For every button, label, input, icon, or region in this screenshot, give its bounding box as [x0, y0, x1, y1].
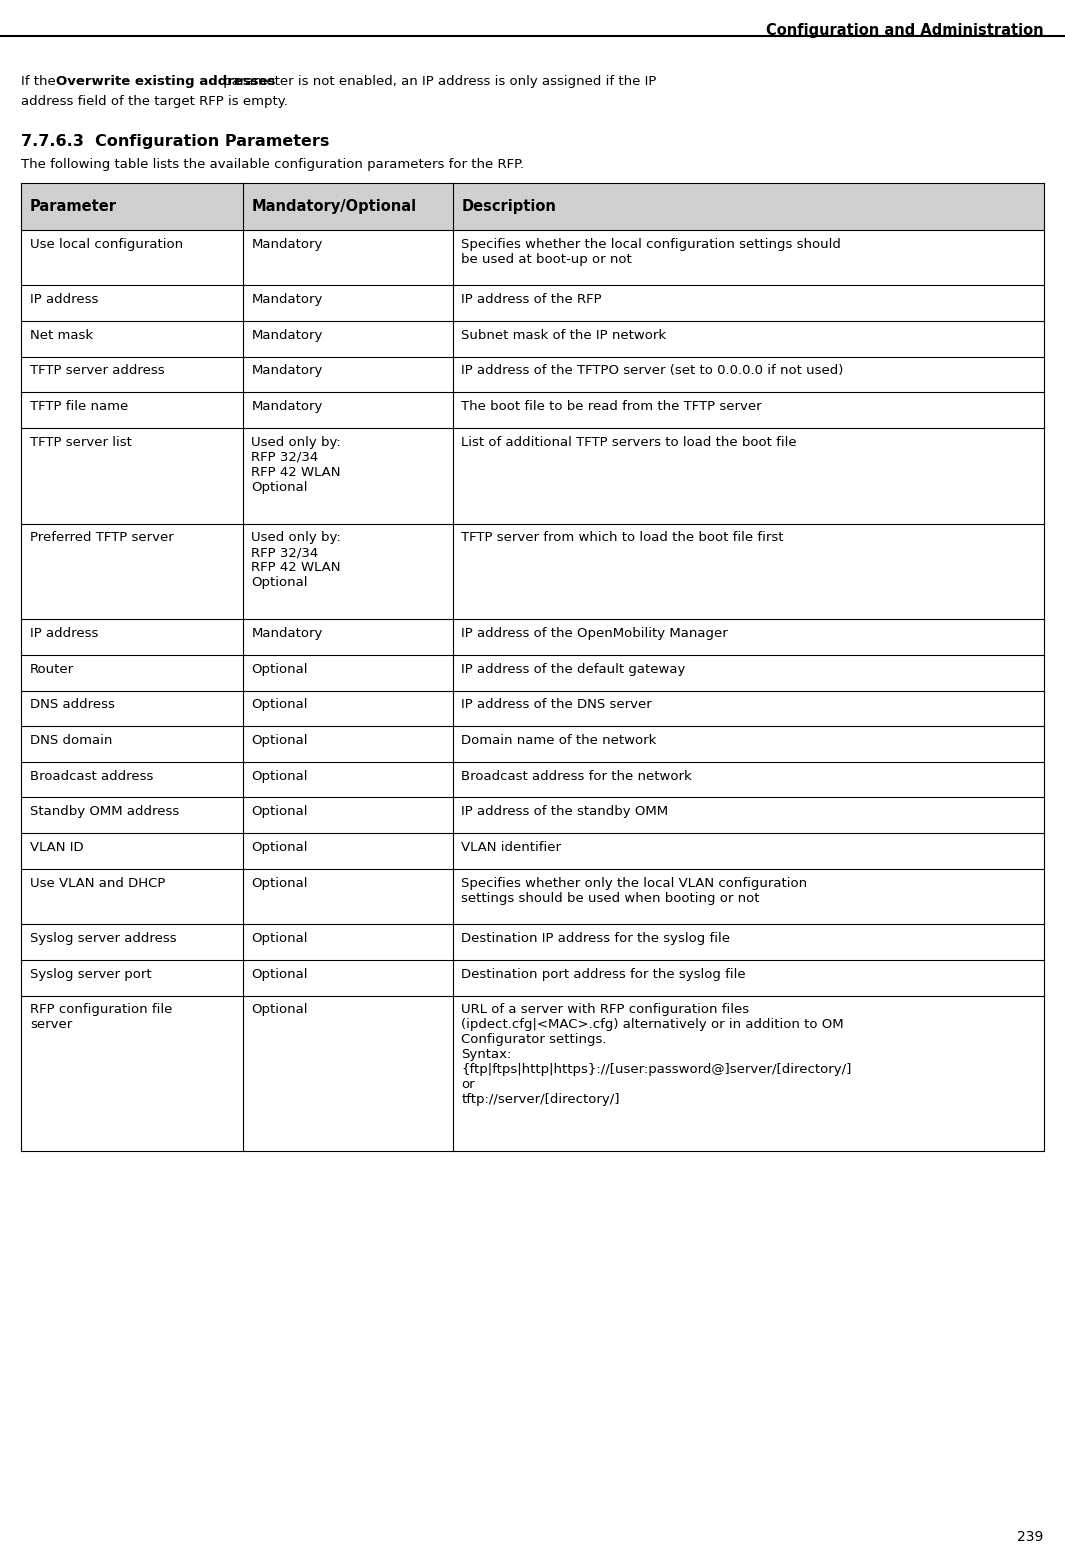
- Text: TFTP server address: TFTP server address: [30, 364, 164, 378]
- Text: List of additional TFTP servers to load the boot file: List of additional TFTP servers to load …: [461, 436, 797, 449]
- Text: Preferred TFTP server: Preferred TFTP server: [30, 531, 174, 544]
- Text: Mandatory: Mandatory: [251, 400, 323, 413]
- Text: IP address: IP address: [30, 294, 98, 306]
- Text: TFTP server list: TFTP server list: [30, 436, 132, 449]
- Bar: [21, 727, 1044, 761]
- Text: Router: Router: [30, 663, 73, 675]
- Bar: [21, 960, 1044, 996]
- Bar: [21, 655, 1044, 691]
- Text: Description: Description: [461, 199, 556, 214]
- Text: Syslog server port: Syslog server port: [30, 967, 151, 982]
- Text: Optional: Optional: [251, 1003, 308, 1016]
- Text: Optional: Optional: [251, 805, 308, 819]
- Text: VLAN identifier: VLAN identifier: [461, 841, 561, 853]
- Text: RFP configuration file
server: RFP configuration file server: [30, 1003, 173, 1032]
- Bar: [21, 183, 1044, 230]
- Text: DNS domain: DNS domain: [30, 735, 112, 747]
- Text: VLAN ID: VLAN ID: [30, 841, 83, 853]
- Text: IP address of the TFTPO server (set to 0.0.0.0 if not used): IP address of the TFTPO server (set to 0…: [461, 364, 843, 378]
- Bar: [21, 691, 1044, 727]
- Bar: [21, 356, 1044, 392]
- Text: Mandatory: Mandatory: [251, 294, 323, 306]
- Bar: [21, 428, 1044, 524]
- Text: Broadcast address for the network: Broadcast address for the network: [461, 769, 692, 783]
- Text: Configuration and Administration: Configuration and Administration: [766, 23, 1044, 39]
- Bar: [21, 833, 1044, 869]
- Text: Standby OMM address: Standby OMM address: [30, 805, 179, 819]
- Bar: [21, 869, 1044, 924]
- Text: Specifies whether only the local VLAN configuration
settings should be used when: Specifies whether only the local VLAN co…: [461, 877, 807, 905]
- Bar: [21, 286, 1044, 320]
- Text: DNS address: DNS address: [30, 699, 115, 711]
- Text: Optional: Optional: [251, 877, 308, 889]
- Bar: [21, 320, 1044, 356]
- Text: Specifies whether the local configuration settings should
be used at boot-up or : Specifies whether the local configuratio…: [461, 238, 841, 266]
- Text: Optional: Optional: [251, 967, 308, 982]
- Text: IP address of the DNS server: IP address of the DNS server: [461, 699, 652, 711]
- Text: Destination port address for the syslog file: Destination port address for the syslog …: [461, 967, 747, 982]
- Text: IP address of the default gateway: IP address of the default gateway: [461, 663, 686, 675]
- Text: Optional: Optional: [251, 932, 308, 946]
- Text: Net mask: Net mask: [30, 328, 93, 342]
- Text: If the: If the: [21, 75, 61, 88]
- Text: Syslog server address: Syslog server address: [30, 932, 177, 946]
- Bar: [21, 797, 1044, 833]
- Text: Optional: Optional: [251, 663, 308, 675]
- Text: Use VLAN and DHCP: Use VLAN and DHCP: [30, 877, 165, 889]
- Text: Used only by:
RFP 32/34
RFP 42 WLAN
Optional: Used only by: RFP 32/34 RFP 42 WLAN Opti…: [251, 531, 341, 589]
- Text: Mandatory: Mandatory: [251, 238, 323, 250]
- Bar: [21, 761, 1044, 797]
- Text: Optional: Optional: [251, 769, 308, 783]
- Text: Broadcast address: Broadcast address: [30, 769, 153, 783]
- Text: IP address of the standby OMM: IP address of the standby OMM: [461, 805, 669, 819]
- Text: Optional: Optional: [251, 735, 308, 747]
- Text: IP address of the OpenMobility Manager: IP address of the OpenMobility Manager: [461, 627, 728, 641]
- Text: Mandatory: Mandatory: [251, 364, 323, 378]
- Text: IP address of the RFP: IP address of the RFP: [461, 294, 602, 306]
- Text: Optional: Optional: [251, 699, 308, 711]
- Text: address field of the target RFP is empty.: address field of the target RFP is empty…: [21, 95, 289, 108]
- Text: TFTP file name: TFTP file name: [30, 400, 128, 413]
- Bar: [21, 230, 1044, 286]
- Text: 7.7.6.3  Configuration Parameters: 7.7.6.3 Configuration Parameters: [21, 134, 330, 150]
- Text: Optional: Optional: [251, 841, 308, 853]
- Text: Destination IP address for the syslog file: Destination IP address for the syslog fi…: [461, 932, 731, 946]
- Bar: [21, 619, 1044, 655]
- Text: IP address: IP address: [30, 627, 98, 641]
- Text: Overwrite existing addresses: Overwrite existing addresses: [56, 75, 276, 88]
- Text: Subnet mask of the IP network: Subnet mask of the IP network: [461, 328, 667, 342]
- Text: Parameter: Parameter: [30, 199, 117, 214]
- Text: 239: 239: [1017, 1530, 1044, 1544]
- Text: URL of a server with RFP configuration files
(ipdect.cfg|<MAC>.cfg) alternativel: URL of a server with RFP configuration f…: [461, 1003, 852, 1107]
- Text: Use local configuration: Use local configuration: [30, 238, 183, 250]
- Text: The following table lists the available configuration parameters for the RFP.: The following table lists the available …: [21, 158, 524, 170]
- Text: The boot file to be read from the TFTP server: The boot file to be read from the TFTP s…: [461, 400, 763, 413]
- Text: parameter is not enabled, an IP address is only assigned if the IP: parameter is not enabled, an IP address …: [219, 75, 657, 88]
- Bar: [21, 996, 1044, 1152]
- Bar: [21, 924, 1044, 960]
- Bar: [21, 392, 1044, 428]
- Bar: [21, 524, 1044, 619]
- Text: Used only by:
RFP 32/34
RFP 42 WLAN
Optional: Used only by: RFP 32/34 RFP 42 WLAN Opti…: [251, 436, 341, 494]
- Text: Domain name of the network: Domain name of the network: [461, 735, 657, 747]
- Text: TFTP server from which to load the boot file first: TFTP server from which to load the boot …: [461, 531, 784, 544]
- Text: Mandatory/Optional: Mandatory/Optional: [251, 199, 416, 214]
- Text: Mandatory: Mandatory: [251, 328, 323, 342]
- Text: Mandatory: Mandatory: [251, 627, 323, 641]
